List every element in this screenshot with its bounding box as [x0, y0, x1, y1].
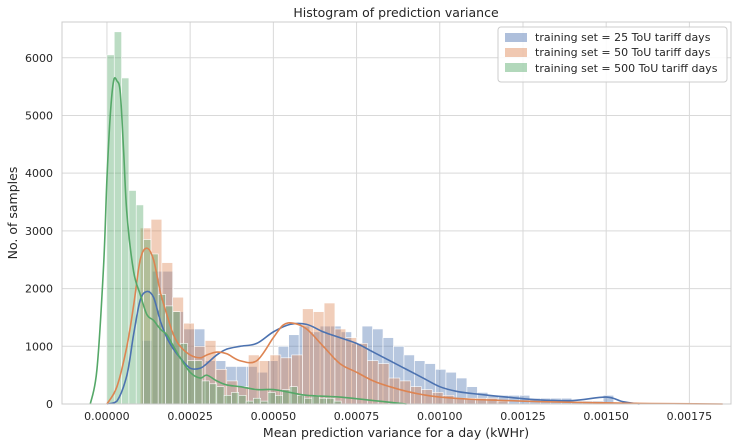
histogram-bar — [290, 387, 297, 404]
y-tick-label: 2000 — [25, 283, 53, 296]
x-tick-label: 0.00100 — [417, 410, 463, 423]
legend-swatch-500 — [505, 63, 527, 72]
histogram-bar — [486, 398, 497, 404]
histogram-bar — [432, 392, 443, 404]
y-tick-label: 1000 — [25, 340, 53, 353]
y-axis-label: No. of samples — [5, 167, 20, 260]
histogram-bar — [209, 384, 216, 404]
legend-label-25: training set = 25 ToU tariff days — [535, 31, 711, 44]
x-tick-label: 0.00050 — [251, 410, 297, 423]
histogram-bar — [302, 309, 313, 404]
histogram-bar — [217, 387, 224, 404]
histogram-bar — [411, 387, 422, 404]
x-tick-label: 0.00075 — [334, 410, 380, 423]
histogram-bar — [239, 395, 246, 404]
legend-swatch-50 — [505, 48, 527, 57]
x-tick-label: 0.00000 — [84, 410, 130, 423]
legend-swatch-25 — [505, 33, 527, 42]
histogram-bar — [327, 398, 334, 404]
y-tick-label: 3000 — [25, 225, 53, 238]
histogram-bar — [202, 381, 209, 404]
x-axis-ticks: 0.00000 0.00025 0.00050 0.00075 0.00100 0.001… — [84, 410, 712, 423]
x-tick-label: 0.00175 — [667, 410, 713, 423]
y-tick-label: 0 — [46, 398, 53, 411]
histogram-bar — [389, 378, 400, 404]
x-tick-label: 0.00025 — [167, 410, 213, 423]
y-tick-label: 5000 — [25, 109, 53, 122]
histogram-bar — [231, 392, 238, 404]
x-axis-label: Mean prediction variance for a day (kWHr… — [263, 425, 529, 440]
x-tick-label: 0.00125 — [500, 410, 546, 423]
legend-label-500: training set = 500 ToU tariff days — [535, 62, 718, 75]
histogram-bar — [173, 312, 180, 404]
y-tick-label: 6000 — [25, 52, 53, 65]
histogram-bar — [313, 312, 324, 404]
y-tick-label: 4000 — [25, 167, 53, 180]
histogram-bar — [144, 240, 151, 404]
histogram-bar — [253, 398, 260, 404]
histogram-bar — [158, 294, 165, 404]
histogram-bar — [297, 395, 304, 404]
y-axis-ticks: 0 1000 2000 3000 4000 5000 6000 — [25, 52, 53, 411]
histogram-bar — [268, 392, 275, 404]
legend-label-50: training set = 50 ToU tariff days — [535, 46, 711, 59]
histogram-bar — [443, 395, 454, 404]
histogram-bar — [305, 398, 312, 404]
histogram-bar — [319, 398, 326, 404]
chart-title: Histogram of prediction variance — [293, 5, 499, 20]
x-tick-label: 0.00150 — [583, 410, 629, 423]
legend: training set = 25 ToU tariff days traini… — [498, 27, 727, 82]
histogram-bar — [509, 395, 519, 404]
histogram-bar — [114, 32, 121, 404]
histogram-bar — [275, 395, 282, 404]
histogram-bar — [224, 395, 231, 404]
